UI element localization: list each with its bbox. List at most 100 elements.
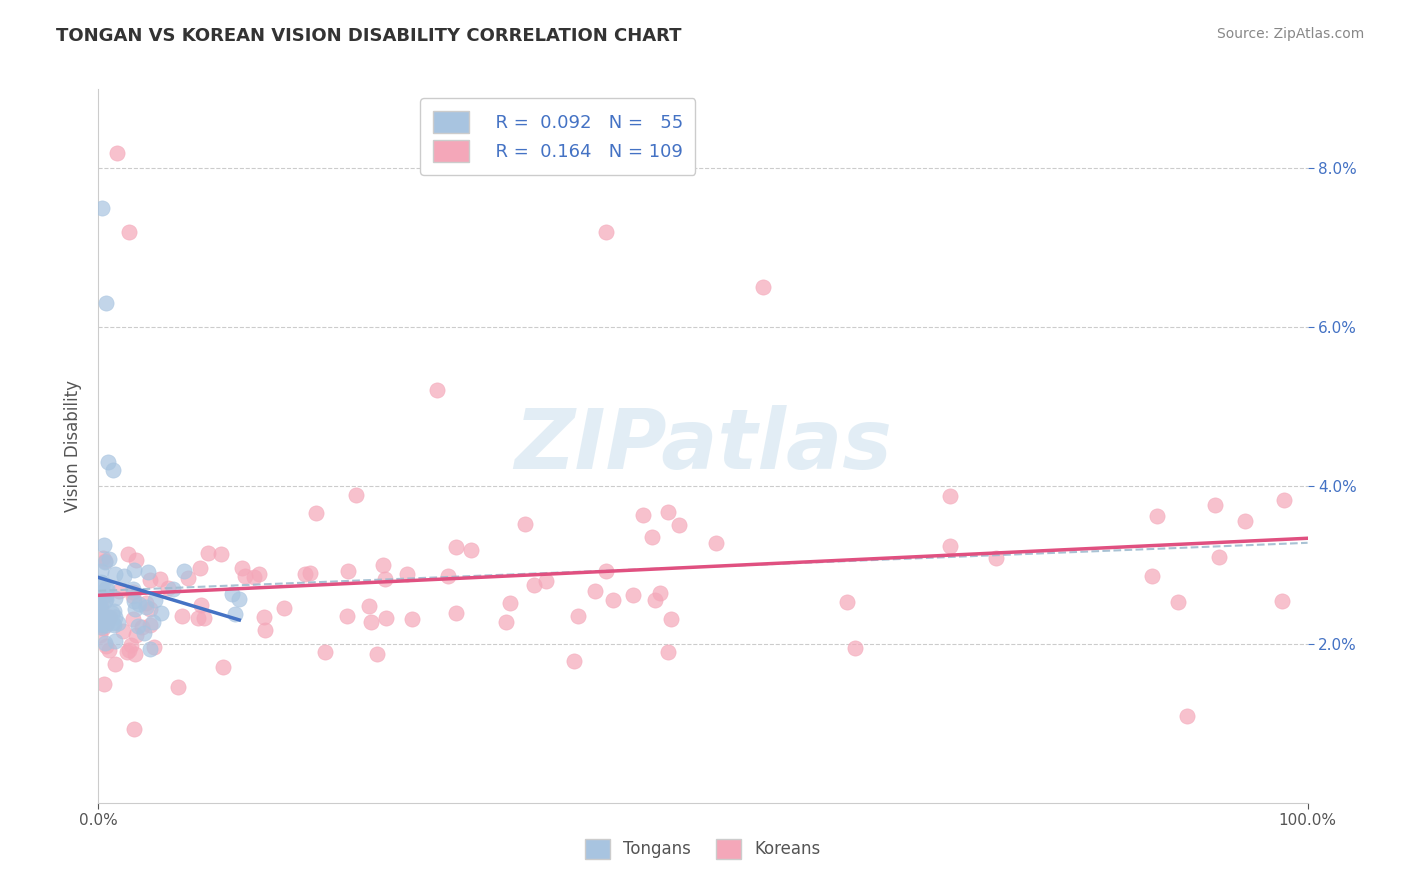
Point	[631, 508, 654, 522]
Point	[583, 584, 606, 599]
Point	[221, 587, 243, 601]
Point	[90, 564, 112, 578]
Point	[97, 610, 120, 624]
Point	[94, 582, 117, 596]
Point	[595, 564, 617, 578]
Point	[395, 567, 418, 582]
Point	[844, 641, 866, 656]
Point	[641, 530, 664, 544]
Y-axis label: Vision Disability: Vision Disability	[65, 380, 83, 512]
Point	[659, 612, 682, 626]
Point	[90, 575, 112, 590]
Point	[224, 607, 246, 621]
Text: Source: ZipAtlas.com: Source: ZipAtlas.com	[1216, 27, 1364, 41]
Point	[534, 574, 557, 588]
Point	[89, 628, 111, 642]
Point	[197, 546, 219, 560]
Point	[122, 563, 145, 577]
Point	[1142, 569, 1164, 583]
Point	[103, 657, 125, 671]
Point	[103, 604, 125, 618]
Point	[562, 654, 585, 668]
Point	[149, 572, 172, 586]
Legend: Tongans, Koreans: Tongans, Koreans	[578, 832, 828, 866]
Point	[523, 578, 546, 592]
Point	[91, 621, 114, 635]
Point	[139, 574, 162, 588]
Point	[401, 612, 423, 626]
Point	[90, 609, 112, 624]
Point	[93, 538, 115, 552]
Point	[139, 602, 162, 616]
Point	[101, 463, 124, 477]
Point	[167, 680, 190, 694]
Point	[1167, 595, 1189, 609]
Point	[986, 551, 1008, 566]
Point	[90, 613, 112, 627]
Point	[98, 609, 121, 624]
Point	[100, 606, 122, 620]
Point	[139, 617, 162, 632]
Point	[122, 722, 145, 736]
Point	[90, 620, 112, 634]
Point	[94, 594, 117, 608]
Point	[444, 541, 467, 555]
Point	[939, 489, 962, 503]
Point	[1272, 493, 1295, 508]
Point	[357, 599, 380, 613]
Point	[668, 518, 690, 533]
Point	[650, 586, 672, 600]
Point	[211, 547, 233, 561]
Point	[124, 602, 146, 616]
Point	[94, 610, 117, 624]
Point	[247, 567, 270, 582]
Point	[752, 280, 775, 294]
Point	[190, 599, 212, 613]
Text: ZIPatlas: ZIPatlas	[515, 406, 891, 486]
Point	[91, 201, 114, 215]
Point	[336, 609, 359, 624]
Point	[149, 607, 172, 621]
Point	[91, 585, 114, 599]
Point	[567, 609, 589, 624]
Point	[602, 592, 624, 607]
Point	[193, 611, 215, 625]
Point	[122, 594, 145, 608]
Point	[1208, 550, 1230, 565]
Point	[426, 384, 449, 398]
Point	[657, 645, 679, 659]
Point	[124, 628, 146, 642]
Point	[94, 555, 117, 569]
Point	[298, 566, 321, 580]
Point	[108, 583, 131, 598]
Point	[104, 634, 127, 648]
Point	[706, 536, 728, 550]
Point	[98, 552, 121, 566]
Point	[96, 615, 118, 630]
Text: TONGAN VS KOREAN VISION DISABILITY CORRELATION CHART: TONGAN VS KOREAN VISION DISABILITY CORRE…	[56, 27, 682, 45]
Point	[243, 570, 266, 584]
Point	[89, 615, 111, 630]
Point	[139, 642, 162, 657]
Point	[170, 608, 193, 623]
Point	[143, 593, 166, 607]
Point	[135, 600, 157, 615]
Point	[314, 645, 336, 659]
Point	[173, 564, 195, 578]
Point	[122, 590, 145, 604]
Point	[117, 547, 139, 561]
Point	[96, 582, 118, 596]
Point	[187, 610, 209, 624]
Point	[104, 591, 127, 606]
Point	[122, 582, 145, 596]
Point	[101, 615, 124, 630]
Point	[96, 591, 118, 606]
Point	[162, 582, 184, 597]
Point	[128, 597, 150, 611]
Point	[938, 539, 960, 553]
Point	[90, 599, 112, 614]
Point	[233, 569, 256, 583]
Point	[115, 645, 138, 659]
Point	[112, 568, 135, 582]
Point	[176, 571, 198, 585]
